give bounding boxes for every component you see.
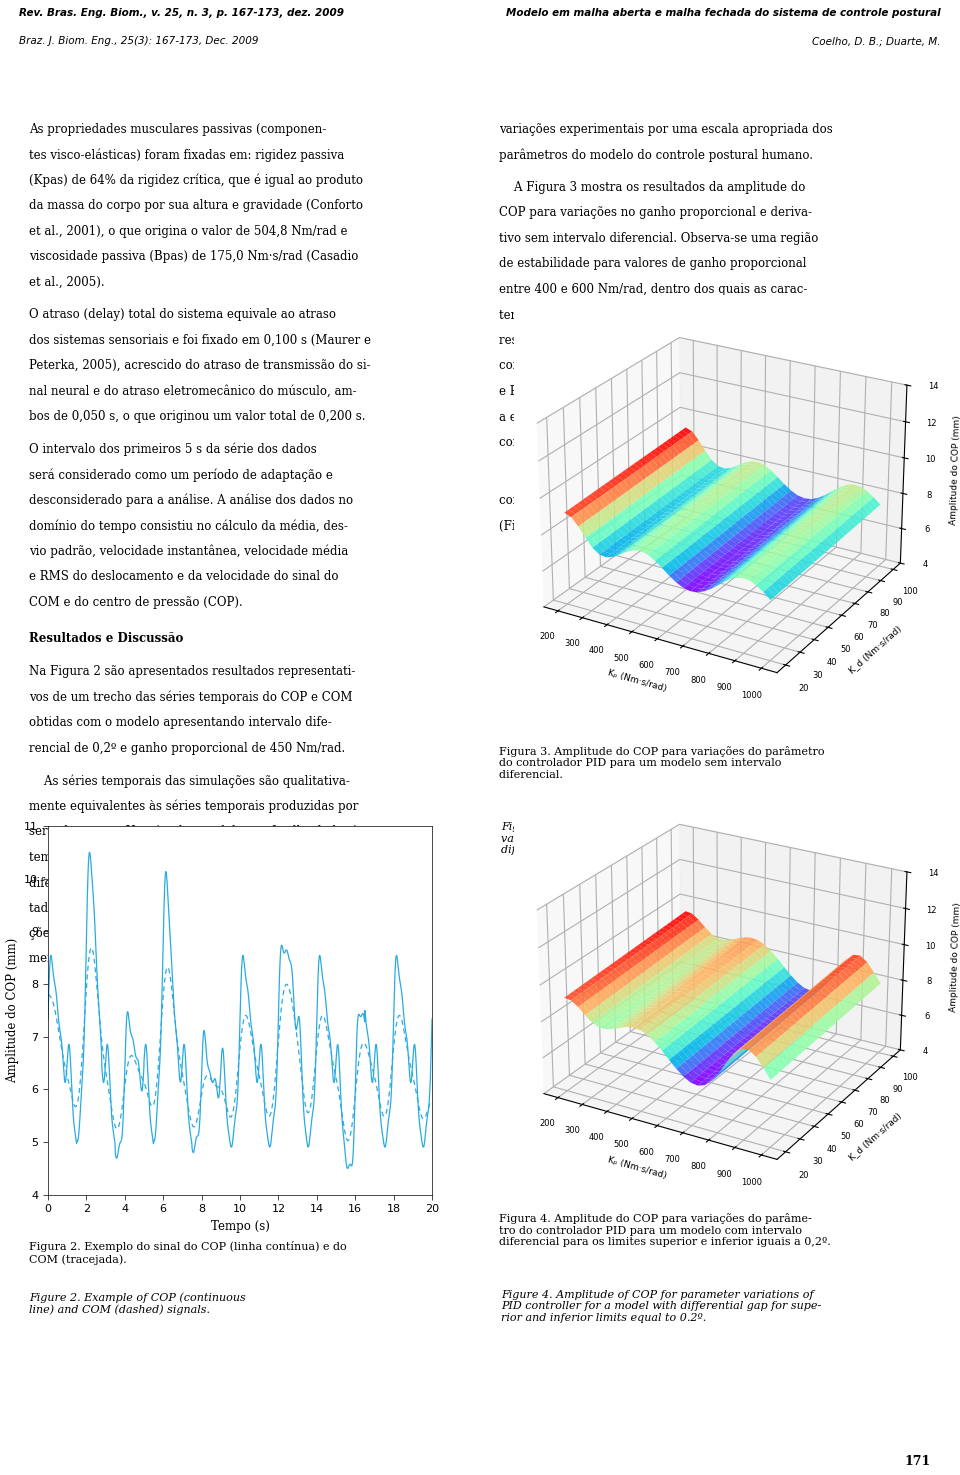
Text: Quando se utiliza um valor de intervalo diferencial: Quando se utiliza um valor de intervalo … [499, 468, 816, 481]
Text: entre 400 e 600 Nm/rad, dentro dos quais as carac-: entre 400 e 600 Nm/rad, dentro dos quais… [499, 283, 807, 295]
Text: Peterka, 2005), acrescido do atraso de transmissão do si-: Peterka, 2005), acrescido do atraso de t… [29, 360, 371, 372]
Text: Rev. Bras. Eng. Biom., v. 25, n. 3, p. 167-173, dez. 2009: Rev. Bras. Eng. Biom., v. 25, n. 3, p. 1… [19, 7, 345, 18]
Text: com controladores com intervalo diferencial.: com controladores com intervalo diferenc… [499, 435, 767, 448]
Text: et al., 2001), o que origina o valor de 504,8 Nm/rad e: et al., 2001), o que origina o valor de … [29, 224, 348, 237]
Text: Modelo em malha aberta e malha fechada do sistema de controle postural: Modelo em malha aberta e malha fechada d… [506, 7, 941, 18]
Text: diferencial ou zona morta, é capaz de reproduzir resul-: diferencial ou zona morta, é capaz de re… [29, 876, 357, 889]
X-axis label: Kₚ (Nm·s/rad): Kₚ (Nm·s/rad) [607, 1155, 667, 1180]
Text: Figura 2. Exemplo do sinal do COP (linha contínua) e do
COM (tracejada).: Figura 2. Exemplo do sinal do COP (linha… [29, 1242, 347, 1264]
Text: Na Figura 2 são apresentados resultados representati-: Na Figura 2 são apresentados resultados … [29, 665, 355, 678]
Text: vio padrão, velocidade instantânea, velocidade média: vio padrão, velocidade instantânea, velo… [29, 544, 348, 558]
Text: As propriedades musculares passivas (componen-: As propriedades musculares passivas (com… [29, 122, 326, 136]
Text: meio de modelos computacionais pode se assemelhar a: meio de modelos computacionais pode se a… [29, 953, 359, 966]
Text: nal neural e do atraso eletromecânico do músculo, am-: nal neural e do atraso eletromecânico do… [29, 385, 356, 398]
Text: parâmetros do modelo do controle postural humano.: parâmetros do modelo do controle postura… [499, 148, 813, 162]
Text: O atraso (delay) total do sistema equivale ao atraso: O atraso (delay) total do sistema equiva… [29, 308, 336, 322]
Text: A Figura 3 mostra os resultados da amplitude do: A Figura 3 mostra os resultados da ampli… [499, 181, 805, 193]
Text: (Figura 4) uma similaridade nas características da curva: (Figura 4) uma similaridade nas caracter… [499, 519, 837, 532]
Text: Figure 3. Amplitude of COP for parameter
variations of PID controller for a mode: Figure 3. Amplitude of COP for parameter… [501, 822, 769, 855]
Text: Figure 2. Example of COP (continuous
line) and COM (dashed) signals.: Figure 2. Example of COP (continuous lin… [29, 1292, 246, 1316]
Text: e Peterka, 2005). No entanto, este modelo não prevê: e Peterka, 2005). No entanto, este model… [499, 385, 814, 398]
Text: viscosidade passiva (Bpas) de 175,0 Nm·s/rad (Casadio: viscosidade passiva (Bpas) de 175,0 Nm·s… [29, 251, 358, 263]
Text: tes visco-elásticas) foram fixadas em: rigidez passiva: tes visco-elásticas) foram fixadas em: r… [29, 148, 344, 162]
Text: domínio do tempo consistiu no cálculo da média, des-: domínio do tempo consistiu no cálculo da… [29, 519, 348, 532]
Text: COP para variações no ganho proporcional e deriva-: COP para variações no ganho proporcional… [499, 207, 812, 220]
Text: seres humanos. Um simples modelo por feedback do sis-: seres humanos. Um simples modelo por fee… [29, 825, 367, 838]
Text: com limites superior e inferior iguais a 0,2º, observa-se: com limites superior e inferior iguais a… [499, 494, 830, 507]
Text: da massa do corpo por sua altura e gravidade (Conforto: da massa do corpo por sua altura e gravi… [29, 199, 363, 212]
Text: As séries temporais das simulações são qualitativa-: As séries temporais das simulações são q… [29, 774, 349, 788]
Text: rencial de 0,2º e ganho proporcional de 450 Nm/rad.: rencial de 0,2º e ganho proporcional de … [29, 742, 345, 755]
Text: de estabilidade para valores de ganho proporcional: de estabilidade para valores de ganho pr… [499, 257, 806, 270]
Y-axis label: Amplitude do COP (mm): Amplitude do COP (mm) [6, 938, 19, 1083]
Text: bos de 0,050 s, o que originou um valor total de 0,200 s.: bos de 0,050 s, o que originou um valor … [29, 410, 366, 423]
Text: 171: 171 [905, 1454, 931, 1468]
Text: obtidas com o modelo apresentando intervalo dife-: obtidas com o modelo apresentando interv… [29, 715, 331, 729]
Text: Figura 3. Amplitude do COP para variações do parâmetro
do controlador PID para u: Figura 3. Amplitude do COP para variaçõe… [499, 746, 825, 780]
X-axis label: Kₚ (Nm·s/rad): Kₚ (Nm·s/rad) [607, 668, 667, 693]
Text: vos de um trecho das séries temporais do COP e COM: vos de um trecho das séries temporais do… [29, 690, 352, 704]
Text: COM e do centro de pressão (COP).: COM e do centro de pressão (COP). [29, 596, 243, 609]
Text: Resultados e Discussão: Resultados e Discussão [29, 633, 183, 646]
Text: a estratégia do SNC para o controle da postura ereta: a estratégia do SNC para o controle da p… [499, 410, 817, 423]
Text: variações experimentais por uma escala apropriada dos: variações experimentais por uma escala a… [499, 122, 833, 136]
Text: res aos resultados experimentais, sendo consistentes: res aos resultados experimentais, sendo … [499, 333, 816, 347]
Text: tema de controle postural, sem a introdução do intervalo: tema de controle postural, sem a introdu… [29, 851, 369, 863]
Text: Figura 4. Amplitude do COP para variações do parâme-
tro do controlador PID para: Figura 4. Amplitude do COP para variaçõe… [499, 1212, 834, 1248]
Text: desconsiderado para a análise. A análise dos dados no: desconsiderado para a análise. A análise… [29, 494, 353, 507]
Text: com recentes resultados (Bottaro et al., 2005; Maurer: com recentes resultados (Bottaro et al.,… [499, 360, 822, 372]
Text: Braz. J. Biom. Eng., 25(3): 167-173, Dec. 2009: Braz. J. Biom. Eng., 25(3): 167-173, Dec… [19, 37, 258, 46]
Y-axis label: K_d (Nm·s/rad): K_d (Nm·s/rad) [847, 624, 903, 676]
Text: (Kpas) de 64% da rigidez crítica, que é igual ao produto: (Kpas) de 64% da rigidez crítica, que é … [29, 174, 363, 187]
Text: ções mostram que o deslocamento do COP obtido por: ções mostram que o deslocamento do COP o… [29, 926, 348, 940]
Text: terísticas do balanço postural encontram-se simila-: terísticas do balanço postural encontram… [499, 308, 804, 322]
Text: Coelho, D. B.; Duarte, M.: Coelho, D. B.; Duarte, M. [812, 37, 941, 46]
X-axis label: Tempo (s): Tempo (s) [210, 1220, 270, 1233]
Text: mente equivalentes às séries temporais produzidas por: mente equivalentes às séries temporais p… [29, 799, 358, 813]
Text: e RMS do deslocamento e da velocidade do sinal do: e RMS do deslocamento e da velocidade do… [29, 571, 338, 583]
Text: dos sistemas sensoriais e foi fixado em 0,100 s (Maurer e: dos sistemas sensoriais e foi fixado em … [29, 333, 371, 347]
Text: O intervalo dos primeiros 5 s da série dos dados: O intervalo dos primeiros 5 s da série d… [29, 442, 317, 456]
Text: tivo sem intervalo diferencial. Observa-se uma região: tivo sem intervalo diferencial. Observa-… [499, 232, 819, 245]
Y-axis label: K_d (Nm·s/rad): K_d (Nm·s/rad) [847, 1111, 903, 1162]
Text: será considerado como um período de adaptação e: será considerado como um período de adap… [29, 468, 333, 482]
Text: et al., 2005).: et al., 2005). [29, 276, 105, 289]
Text: tados experimentais do balanço postural. Tais simula-: tados experimentais do balanço postural.… [29, 901, 349, 914]
Text: Figure 4. Amplitude of COP for parameter variations of
PID controller for a mode: Figure 4. Amplitude of COP for parameter… [501, 1289, 822, 1323]
